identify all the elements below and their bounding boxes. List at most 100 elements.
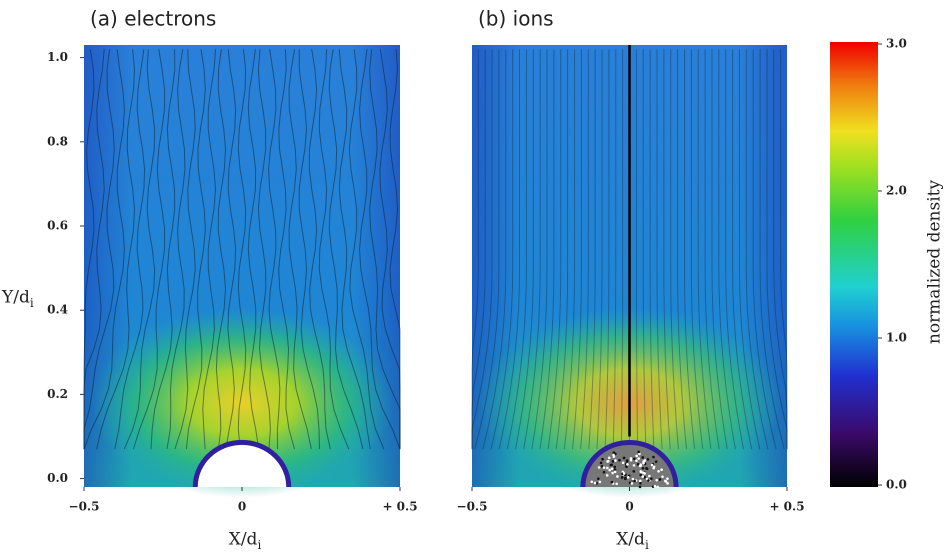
x-tick-label: −0.5 (69, 500, 100, 514)
speckle (616, 475, 619, 478)
speckle (613, 466, 616, 469)
y-tick-label: 0.2 (47, 387, 68, 401)
speckle (612, 454, 615, 457)
speckle (647, 458, 650, 461)
speckle (606, 474, 609, 477)
speckle (611, 472, 614, 475)
heatmap (84, 45, 400, 498)
x-tick-label: + 0.5 (769, 500, 804, 514)
speckle (632, 470, 635, 473)
speckle (660, 468, 663, 471)
speckle (637, 457, 640, 460)
colorbar-tick-label: 2.0 (886, 184, 907, 198)
speckle (603, 471, 606, 474)
speckle (633, 458, 636, 461)
speckle (631, 482, 634, 485)
heatmap (472, 45, 787, 498)
colorbar-label: normalized density (925, 179, 945, 344)
y-tick-label: 0.6 (47, 219, 68, 233)
speckle (642, 460, 645, 463)
x-tick-label: 0 (625, 500, 633, 514)
speckle (656, 486, 659, 489)
speckle (610, 464, 613, 467)
speckle (597, 477, 600, 480)
speckle (627, 476, 630, 479)
speckle (637, 463, 640, 466)
speckle (635, 459, 638, 462)
panel-title: (b) ions (478, 7, 554, 31)
speckle (655, 479, 658, 482)
panel-title: (a) electrons (90, 7, 216, 31)
colorbar-tick-label: 1.0 (886, 331, 907, 345)
speckle (603, 466, 606, 469)
speckle (590, 480, 593, 483)
speckle (659, 478, 662, 481)
speckle (632, 478, 635, 481)
speckle (639, 480, 642, 483)
speckle (607, 460, 610, 463)
speckle (648, 475, 651, 478)
speckle (654, 485, 657, 488)
speckle (614, 471, 617, 474)
speckle (639, 470, 642, 473)
speckle (643, 472, 646, 475)
speckle (639, 486, 642, 489)
x-axis-label: X/di (616, 530, 649, 552)
speckle (666, 482, 669, 485)
speckle (655, 460, 658, 463)
y-tick-label: 0.8 (47, 134, 68, 148)
y-tick-label: 0.4 (47, 303, 68, 317)
speckle (652, 467, 655, 470)
speckle (633, 464, 636, 467)
speckle (626, 463, 629, 466)
y-axis-label: Y/di (1, 288, 34, 310)
speckle (641, 475, 644, 478)
speckle (639, 474, 642, 477)
speckle (661, 475, 664, 478)
speckle (626, 459, 629, 462)
speckle (615, 482, 618, 485)
speckle (622, 461, 625, 464)
speckle (623, 472, 626, 475)
speckle (639, 463, 642, 466)
speckle (599, 481, 602, 484)
speckle (608, 457, 611, 460)
speckle (645, 467, 648, 470)
speckle (614, 459, 617, 462)
x-tick-label: + 0.5 (382, 500, 417, 514)
speckle (642, 467, 645, 470)
speckle (625, 465, 628, 468)
speckle (657, 470, 660, 473)
speckle (666, 477, 669, 480)
speckle (651, 464, 654, 467)
speckle (618, 459, 621, 462)
speckle (621, 476, 624, 479)
panels (84, 45, 787, 498)
speckle (598, 466, 601, 469)
speckle (612, 460, 615, 463)
y-tick-label: 0.0 (47, 471, 68, 485)
speckle (650, 477, 653, 480)
speckle (637, 451, 640, 454)
speckle (611, 467, 614, 470)
y-tick-label: 1.0 (47, 50, 68, 64)
colorbar-tick-label: 3.0 (886, 37, 907, 51)
colorbar-tick-label: 0.0 (886, 478, 907, 492)
speckle (600, 462, 603, 465)
speckle (601, 458, 604, 461)
speckle (623, 457, 626, 460)
speckle (608, 469, 611, 472)
speckle (647, 479, 650, 482)
speckle (641, 456, 644, 459)
x-tick-label: −0.5 (457, 500, 488, 514)
speckle (606, 467, 609, 470)
colorbar (830, 42, 878, 487)
speckle (624, 478, 627, 481)
speckle (635, 455, 638, 458)
speckle (611, 481, 614, 484)
x-axis-label: X/di (229, 530, 262, 552)
speckle (639, 482, 642, 485)
x-tick-label: 0 (238, 500, 246, 514)
speckle (594, 482, 597, 485)
